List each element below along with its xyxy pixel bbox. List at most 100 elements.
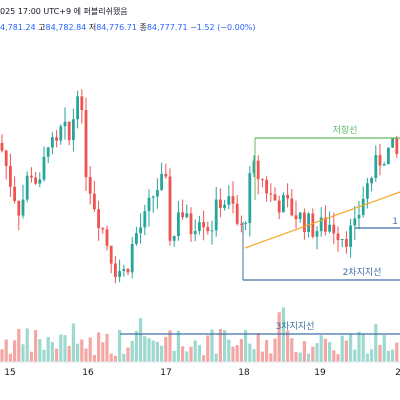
- candle: [80, 89, 84, 124]
- volume-bar: [8, 353, 12, 362]
- candle: [109, 245, 113, 274]
- open-value: 4,781.24: [0, 23, 36, 32]
- resistance-label: 저항선: [333, 125, 358, 136]
- candle: [143, 204, 147, 236]
- candle: [235, 194, 239, 226]
- volume-bar: [239, 338, 243, 362]
- volume-bar: [290, 338, 294, 362]
- high-label: 고: [38, 23, 46, 32]
- volume-bar: [71, 323, 75, 362]
- volume-bar: [151, 340, 155, 362]
- volume-bar: [97, 332, 101, 362]
- volume-bars: [0, 307, 399, 362]
- volume-bar: [277, 312, 281, 362]
- candle: [290, 188, 294, 217]
- volume-bar: [76, 343, 80, 362]
- candle: [248, 166, 252, 237]
- volume-bar: [365, 353, 369, 362]
- low-label: 저: [88, 23, 97, 32]
- candle: [244, 220, 247, 231]
- candle: [34, 172, 37, 185]
- candle: [55, 130, 58, 148]
- volume-bar: [168, 330, 172, 362]
- candle: [214, 187, 218, 237]
- candle: [240, 215, 243, 233]
- candle: [298, 212, 302, 223]
- volume-bar: [323, 338, 327, 362]
- candle: [277, 195, 281, 220]
- candle: [101, 227, 105, 234]
- publish-info: 025 17:00 UTC+9 에 퍼블리쉬됐음: [0, 7, 128, 16]
- candle: [185, 204, 189, 219]
- volume-bar: [143, 336, 147, 362]
- candle: [340, 239, 344, 248]
- volume-bar: [4, 339, 8, 362]
- candle: [9, 153, 12, 197]
- x-tick-label: 15: [4, 368, 15, 378]
- volume-bar: [172, 350, 176, 362]
- candle: [4, 149, 8, 180]
- candle: [202, 210, 205, 241]
- volume-bar: [34, 330, 38, 362]
- volume-bar: [42, 349, 46, 362]
- volume-bar: [206, 335, 210, 362]
- candle: [88, 166, 92, 205]
- volume-bar: [218, 328, 222, 362]
- candle: [160, 162, 163, 191]
- x-tick-label: 19: [314, 368, 326, 378]
- volume-bar: [101, 342, 105, 362]
- volume-bar: [311, 346, 315, 362]
- chart-header-line1: 025 17:00 UTC+9 에 퍼블리쉬됐음: [0, 6, 128, 17]
- candle: [84, 97, 88, 191]
- volume-bar: [202, 355, 206, 362]
- candle: [147, 189, 151, 227]
- volume-bar: [50, 342, 54, 362]
- volume-bar: [13, 340, 17, 362]
- volume-bar: [88, 337, 92, 362]
- candle: [122, 264, 126, 277]
- volume-bar: [227, 339, 231, 362]
- volume-bar: [286, 330, 290, 362]
- volume-bar: [0, 349, 4, 362]
- volume-bar: [105, 333, 109, 362]
- volume-bar: [109, 353, 113, 362]
- volume-bar: [265, 340, 269, 362]
- volume-bar: [340, 335, 344, 362]
- candle: [198, 215, 201, 235]
- volume-bar: [189, 346, 193, 362]
- candle: [151, 195, 155, 213]
- volume-bar: [59, 334, 63, 362]
- candle: [382, 162, 386, 166]
- candle: [286, 183, 289, 208]
- volume-bar: [46, 336, 50, 362]
- candle: [181, 199, 184, 220]
- candle: [67, 121, 71, 146]
- candle: [46, 146, 50, 164]
- close-label: 종: [139, 23, 147, 32]
- volume-bar: [315, 343, 319, 362]
- trendline[interactable]: [244, 191, 400, 249]
- candle: [349, 218, 352, 258]
- volume-bar: [55, 348, 59, 362]
- candle: [319, 207, 323, 237]
- support3-label: 3차지지선: [276, 320, 315, 332]
- candle: [51, 132, 54, 155]
- volume-bar: [122, 353, 126, 362]
- volume-bar: [17, 328, 21, 362]
- candle: [282, 192, 285, 213]
- volume-bar: [294, 351, 298, 362]
- volume-bar: [231, 346, 235, 362]
- candle: [252, 155, 256, 178]
- candle: [391, 137, 394, 148]
- volume-bar: [25, 328, 29, 362]
- candle: [139, 213, 142, 244]
- candle: [353, 205, 357, 240]
- candle-series: [0, 89, 399, 284]
- volume-bar: [328, 342, 332, 362]
- volume-bar: [336, 354, 340, 362]
- candle: [361, 186, 365, 218]
- volume-bar: [260, 351, 264, 362]
- candle: [219, 188, 222, 218]
- candle: [172, 235, 176, 247]
